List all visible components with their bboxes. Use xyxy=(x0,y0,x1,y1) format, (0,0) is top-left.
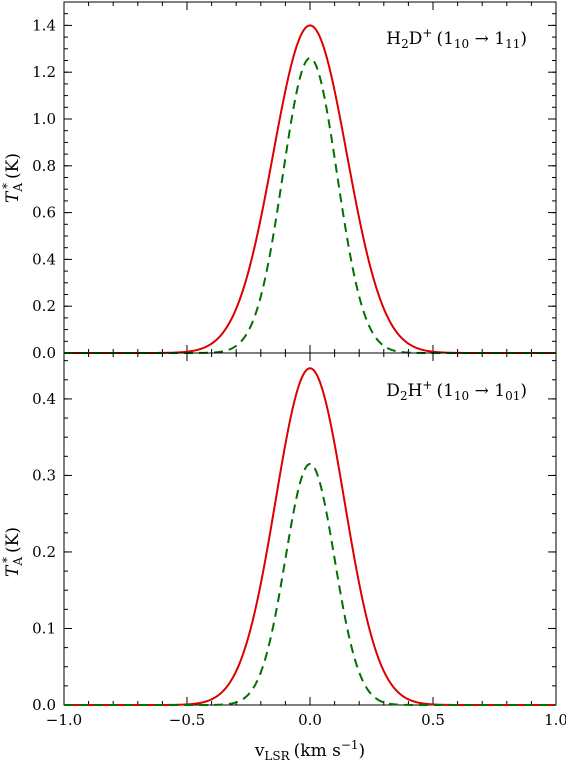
bottom-panel-label: D2H+ (110 → 101) xyxy=(386,378,527,403)
top-panel: 0.0 0.2 0.4 0.6 0.8 1.0 1.2 1.4 H2D+ (110 → 111)… xyxy=(0,1,557,362)
solid-series-line xyxy=(64,367,556,706)
x-tick-label: 1.0 xyxy=(544,711,566,729)
x-axis-label: vLSR (km s−1) xyxy=(254,738,365,763)
y-tick-label: 1.4 xyxy=(32,16,56,34)
top-panel-y-tick-labels: 0.0 0.2 0.4 0.6 0.8 1.0 1.2 1.4 xyxy=(32,16,56,362)
y-tick-label: 1.2 xyxy=(32,63,56,81)
y-tick-label: 0.0 xyxy=(32,696,56,714)
x-tick-label: −1.0 xyxy=(46,711,82,729)
top-panel-frame xyxy=(63,1,557,354)
x-tick-label: 0.5 xyxy=(421,711,445,729)
x-tick-label: −0.5 xyxy=(169,711,205,729)
bottom-panel-frame xyxy=(63,352,557,706)
bottom-panel-ticks xyxy=(63,353,557,706)
top-panel-lines xyxy=(64,24,556,354)
y-tick-label: 0.6 xyxy=(32,204,56,222)
y-tick-label: 0.0 xyxy=(32,344,56,362)
dashed-series-line xyxy=(64,462,556,706)
top-panel-ticks xyxy=(63,1,557,354)
y-tick-label: 0.4 xyxy=(32,250,56,268)
x-tick-label: 0.0 xyxy=(298,711,322,729)
bottom-panel: 0.0 0.1 0.2 0.3 0.4 −1.0 −0.5 0.0 0.5 1.0 D2H+ (1… xyxy=(0,352,566,763)
y-tick-label: 0.2 xyxy=(32,543,56,561)
bottom-panel-x-tick-labels: −1.0 −0.5 0.0 0.5 1.0 xyxy=(46,711,566,729)
top-panel-label: H2D+ (110 → 111) xyxy=(386,26,527,51)
y-tick-label: 0.3 xyxy=(32,466,56,484)
top-panel-y-axis-label: TA*(K) xyxy=(0,153,25,203)
bottom-panel-y-tick-labels: 0.0 0.1 0.2 0.3 0.4 xyxy=(32,390,56,714)
y-tick-label: 0.4 xyxy=(32,390,56,408)
dashed-series-line xyxy=(64,57,556,354)
y-tick-label: 0.8 xyxy=(32,157,56,175)
solid-series-line xyxy=(64,24,556,354)
y-tick-label: 0.2 xyxy=(32,297,56,315)
y-tick-label: 0.1 xyxy=(32,619,56,637)
bottom-panel-y-axis-label: TA*(K) xyxy=(0,527,25,577)
bottom-panel-lines xyxy=(64,367,556,706)
y-tick-label: 1.0 xyxy=(32,110,56,128)
